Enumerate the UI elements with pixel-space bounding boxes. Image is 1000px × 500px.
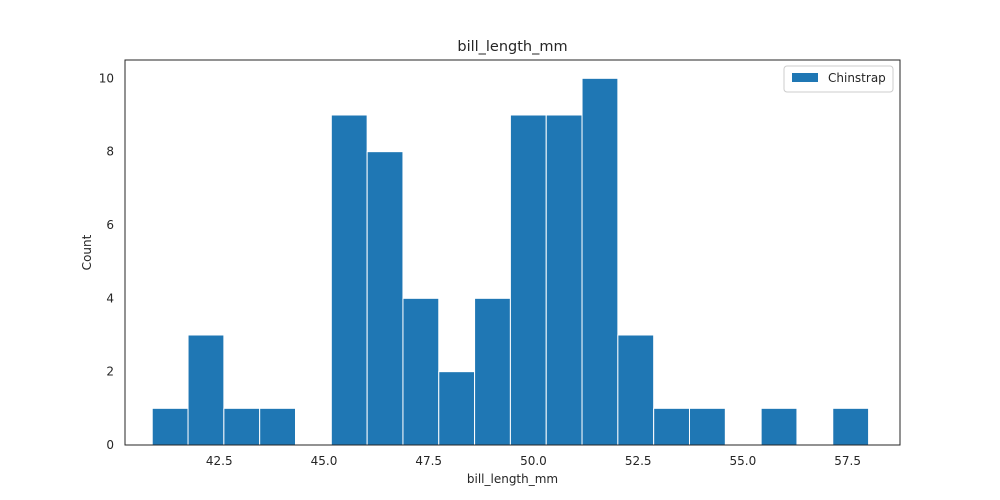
histogram-bar <box>832 407 870 446</box>
legend: Chinstrap <box>783 65 894 93</box>
bars-group <box>151 77 870 446</box>
histogram-bar <box>330 114 368 446</box>
y-tick-label: 2 <box>106 365 114 379</box>
x-tick-label: 45.0 <box>311 454 338 468</box>
histogram-bar <box>760 407 798 446</box>
x-tick-label: 55.0 <box>730 454 757 468</box>
histogram-bar <box>474 297 511 446</box>
x-tick-label: 50.0 <box>520 454 547 468</box>
histogram-bar <box>617 334 655 446</box>
y-tick-label: 6 <box>106 218 114 232</box>
histogram-bar <box>187 334 225 446</box>
histogram-bar <box>653 407 690 446</box>
histogram-bar <box>366 151 404 446</box>
y-tick-label: 8 <box>106 145 114 159</box>
y-tick-labels: 0 2 4 6 8 10 <box>99 71 114 452</box>
y-tick-label: 0 <box>106 438 114 452</box>
histogram-bar <box>151 407 189 446</box>
histogram-bar <box>402 297 440 446</box>
histogram-bar <box>438 371 476 446</box>
legend-label: Chinstrap <box>828 71 886 85</box>
y-tick-label: 10 <box>99 71 114 85</box>
plot-frame <box>124 59 901 446</box>
y-axis-label: Count <box>80 234 94 270</box>
x-tick-label: 52.5 <box>625 454 652 468</box>
legend-box <box>783 65 894 93</box>
y-tick-label: 4 <box>106 291 114 305</box>
x-axis-label: bill_length_mm <box>467 472 558 486</box>
histogram-bar <box>688 407 726 446</box>
x-tick-labels: 42.5 45.0 47.5 50.0 52.5 55.0 57.5 <box>206 454 861 468</box>
histogram-bar <box>581 77 619 446</box>
x-tick-label: 57.5 <box>834 454 861 468</box>
histogram-bar <box>509 114 547 446</box>
legend-swatch <box>792 73 818 82</box>
x-tick-label: 47.5 <box>415 454 442 468</box>
x-tick-label: 42.5 <box>206 454 233 468</box>
histogram-bar <box>545 114 583 446</box>
chart-title: bill_length_mm <box>457 39 567 55</box>
histogram-bar <box>259 407 296 446</box>
histogram-bar <box>223 407 261 446</box>
